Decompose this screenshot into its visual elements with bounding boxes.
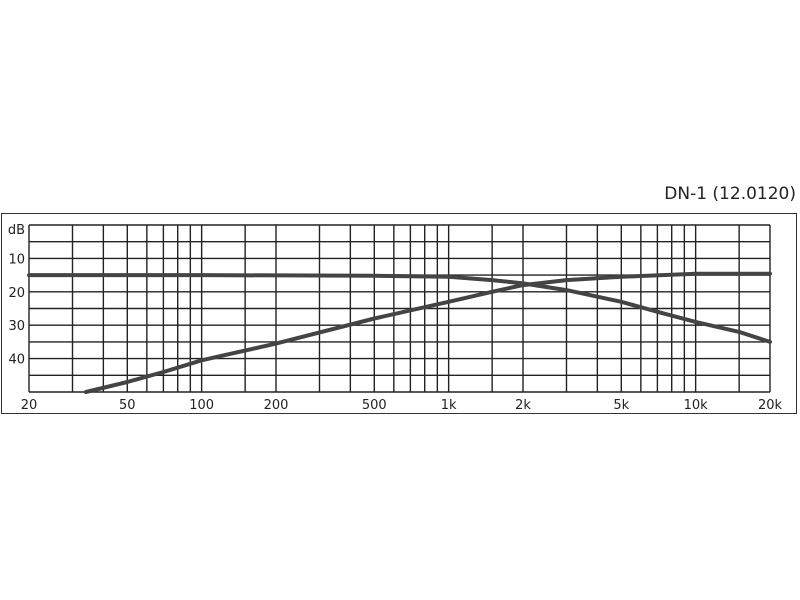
y-axis-label: dB (8, 223, 25, 238)
x-tick-label: 1k (441, 398, 457, 413)
chart-title: DN-1 (12.0120) (664, 184, 796, 204)
chart-frame (1, 213, 797, 414)
y-tick-label: 10 (8, 252, 25, 267)
series-line-2 (83, 271, 772, 394)
x-tick-label: 5k (613, 398, 629, 413)
y-tick-label: 20 (8, 286, 25, 301)
x-tick-label: 500 (362, 398, 387, 413)
x-tick-label: 100 (189, 398, 214, 413)
x-tick-label: 50 (119, 398, 136, 413)
y-tick-label: 40 (8, 353, 25, 368)
x-tick-label: 20 (21, 398, 38, 413)
x-tick-label: 10k (684, 398, 709, 413)
x-tick-label: 2k (515, 398, 531, 413)
series-line-1 (27, 273, 772, 344)
y-tick-label: 30 (8, 319, 25, 334)
x-tick-label: 20k (758, 398, 783, 413)
x-tick-label: 200 (264, 398, 289, 413)
